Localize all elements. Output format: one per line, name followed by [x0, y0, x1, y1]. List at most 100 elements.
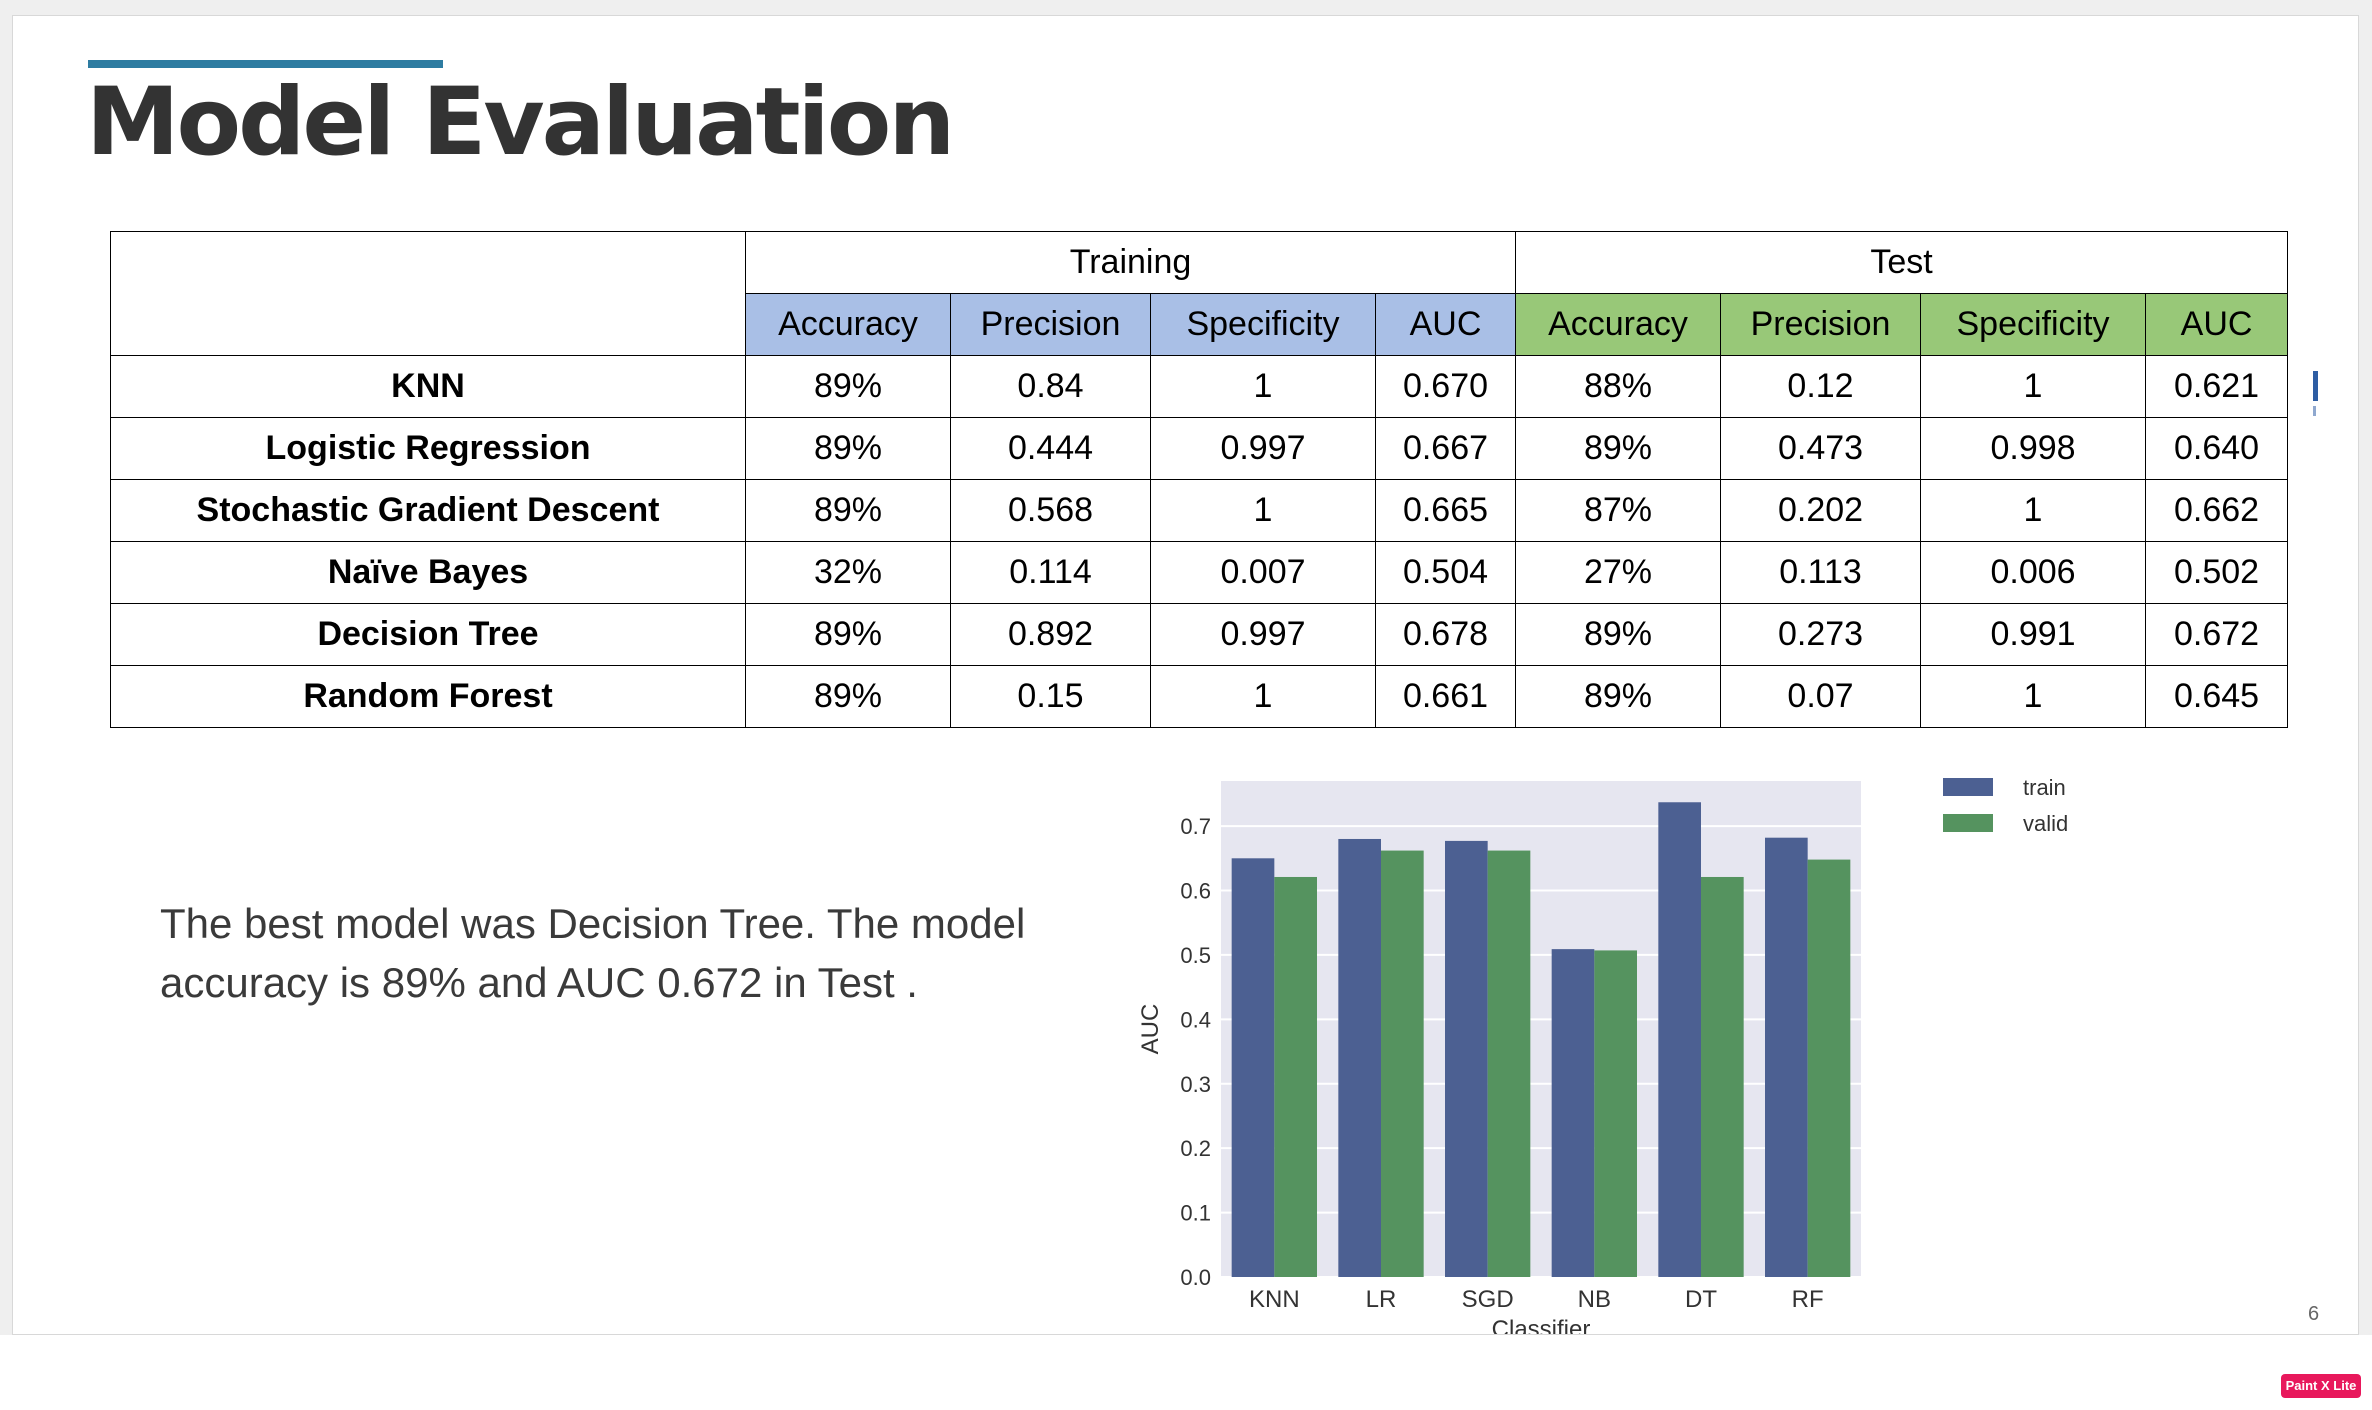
bar-train-nb: [1551, 949, 1595, 1277]
table-cell: 32%: [745, 541, 951, 604]
table-cell: 0.568: [950, 479, 1151, 542]
slide-canvas: Model Evaluation Training Test Accuracy …: [12, 15, 2359, 1335]
column-header: Specificity: [1920, 293, 2147, 356]
model-name-cell: Decision Tree: [110, 603, 746, 666]
table-cell: 0.670: [1374, 355, 1517, 418]
model-name-cell: Random Forest: [110, 665, 746, 728]
table-cell: 0.667: [1374, 417, 1517, 480]
model-name-cell: Stochastic Gradient Descent: [110, 479, 746, 542]
bar-train-knn: [1231, 858, 1275, 1277]
table-cell: 0.114: [950, 541, 1151, 604]
table-corner-cell: [110, 231, 746, 356]
model-name-cell: Logistic Regression: [110, 417, 746, 480]
table-cell: 0.997: [1150, 417, 1376, 480]
table-cell: 0.202: [1720, 479, 1922, 542]
table-cell: 0.502: [2145, 541, 2289, 604]
table-cell: 0.662: [2145, 479, 2289, 542]
x-axis-label: Classifier: [1492, 1316, 1591, 1335]
legend-label-train: train: [2023, 775, 2066, 800]
window-frame-bottom: [0, 1335, 2372, 1410]
table-cell: 0.892: [950, 603, 1151, 666]
table-row: Naïve Bayes 32% 0.114 0.007 0.504 27% 0.…: [110, 541, 2289, 604]
table-cell: 0.473: [1720, 417, 1922, 480]
table-cell: 1: [1150, 355, 1376, 418]
table-cell: 89%: [745, 417, 951, 480]
y-tick-label: 0.2: [1180, 1136, 1211, 1161]
legend-swatch-valid: [1943, 814, 1993, 832]
bar-train-lr: [1338, 838, 1381, 1277]
table-cell: 1: [1920, 665, 2147, 728]
table-row: KNN 89% 0.84 1 0.670 88% 0.12 1 0.621: [110, 355, 2289, 418]
column-header: Precision: [950, 293, 1151, 356]
table-cell: 0.113: [1720, 541, 1922, 604]
table-cell: 88%: [1515, 355, 1722, 418]
table-row: Random Forest 89% 0.15 1 0.661 89% 0.07 …: [110, 665, 2289, 728]
window-frame-right: [2359, 0, 2372, 1340]
y-tick-label: 0.6: [1180, 879, 1211, 904]
table-cell: 1: [1920, 355, 2147, 418]
table-row: Stochastic Gradient Descent 89% 0.568 1 …: [110, 479, 2289, 542]
bar-train-dt: [1658, 802, 1701, 1277]
training-group-header: Training: [744, 231, 1517, 294]
column-header: Specificity: [1150, 293, 1376, 356]
table-cell: 0.621: [2145, 355, 2289, 418]
table-cell: 89%: [745, 479, 951, 542]
summary-text: The best model was Decision Tree. The mo…: [160, 900, 1026, 1006]
column-header: Precision: [1720, 293, 1922, 356]
table-cell: 0.444: [950, 417, 1151, 480]
model-name-cell: KNN: [110, 355, 746, 418]
plot-background: [1221, 781, 1861, 1277]
table-cell: 89%: [1515, 665, 1722, 728]
x-tick-label: NB: [1578, 1286, 1611, 1313]
y-tick-label: 0.0: [1180, 1265, 1211, 1290]
x-tick-label: LR: [1366, 1286, 1397, 1313]
table-cell: 89%: [1515, 603, 1722, 666]
table-cell: 1: [1150, 665, 1376, 728]
x-tick-label: RF: [1792, 1286, 1824, 1313]
legend-label-valid: valid: [2023, 811, 2068, 836]
table-cell: 0.15: [950, 665, 1151, 728]
table-cell: 87%: [1515, 479, 1722, 542]
table-cell: 0.998: [1920, 417, 2147, 480]
model-evaluation-table: Training Test Accuracy Precision Specifi…: [110, 231, 2289, 728]
bar-valid-rf: [1807, 859, 1851, 1277]
y-tick-label: 0.1: [1180, 1201, 1211, 1226]
table-cell: 0.84: [950, 355, 1151, 418]
table-cell: 0.640: [2145, 417, 2289, 480]
table-cell: 1: [1920, 479, 2147, 542]
table-row: Logistic Regression 89% 0.444 0.997 0.66…: [110, 417, 2289, 480]
table-cell: 0.12: [1720, 355, 1922, 418]
table-cell: 27%: [1515, 541, 1722, 604]
table-cell: 0.273: [1720, 603, 1922, 666]
bar-valid-dt: [1701, 876, 1744, 1277]
page-number: 6: [2308, 1303, 2320, 1325]
y-axis-label: AUC: [1137, 1004, 1164, 1055]
bar-train-sgd: [1445, 840, 1488, 1277]
x-tick-label: DT: [1685, 1286, 1717, 1313]
slide-edge-marker: [2313, 406, 2316, 416]
table-cell: 0.006: [1920, 541, 2147, 604]
y-tick-label: 0.4: [1180, 1007, 1211, 1032]
slide-title: Model Evaluation: [86, 68, 955, 177]
table-cell: 0.678: [1374, 603, 1517, 666]
table-cell: 89%: [745, 603, 951, 666]
table-cell: 0.991: [1920, 603, 2147, 666]
legend-swatch-train: [1943, 778, 1993, 796]
table-cell: 0.672: [2145, 603, 2289, 666]
bar-valid-sgd: [1487, 850, 1531, 1277]
table-cell: 89%: [745, 355, 951, 418]
table-cell: 0.07: [1720, 665, 1922, 728]
table-row: Decision Tree 89% 0.892 0.997 0.678 89% …: [110, 603, 2289, 666]
table-cell: 89%: [1515, 417, 1722, 480]
bar-valid-lr: [1381, 850, 1424, 1277]
y-tick-label: 0.3: [1180, 1072, 1211, 1097]
slide-edge-marker: [2313, 371, 2318, 401]
paint-x-lite-badge[interactable]: Paint X Lite: [2281, 1374, 2361, 1398]
table-cell: 0.665: [1374, 479, 1517, 542]
column-header: AUC: [2145, 293, 2289, 356]
table-cell: 0.645: [2145, 665, 2289, 728]
table-cell: 1: [1150, 479, 1376, 542]
window-frame-left: [0, 0, 12, 1340]
window-frame-top: [0, 0, 2372, 15]
model-name-cell: Naïve Bayes: [110, 541, 746, 604]
